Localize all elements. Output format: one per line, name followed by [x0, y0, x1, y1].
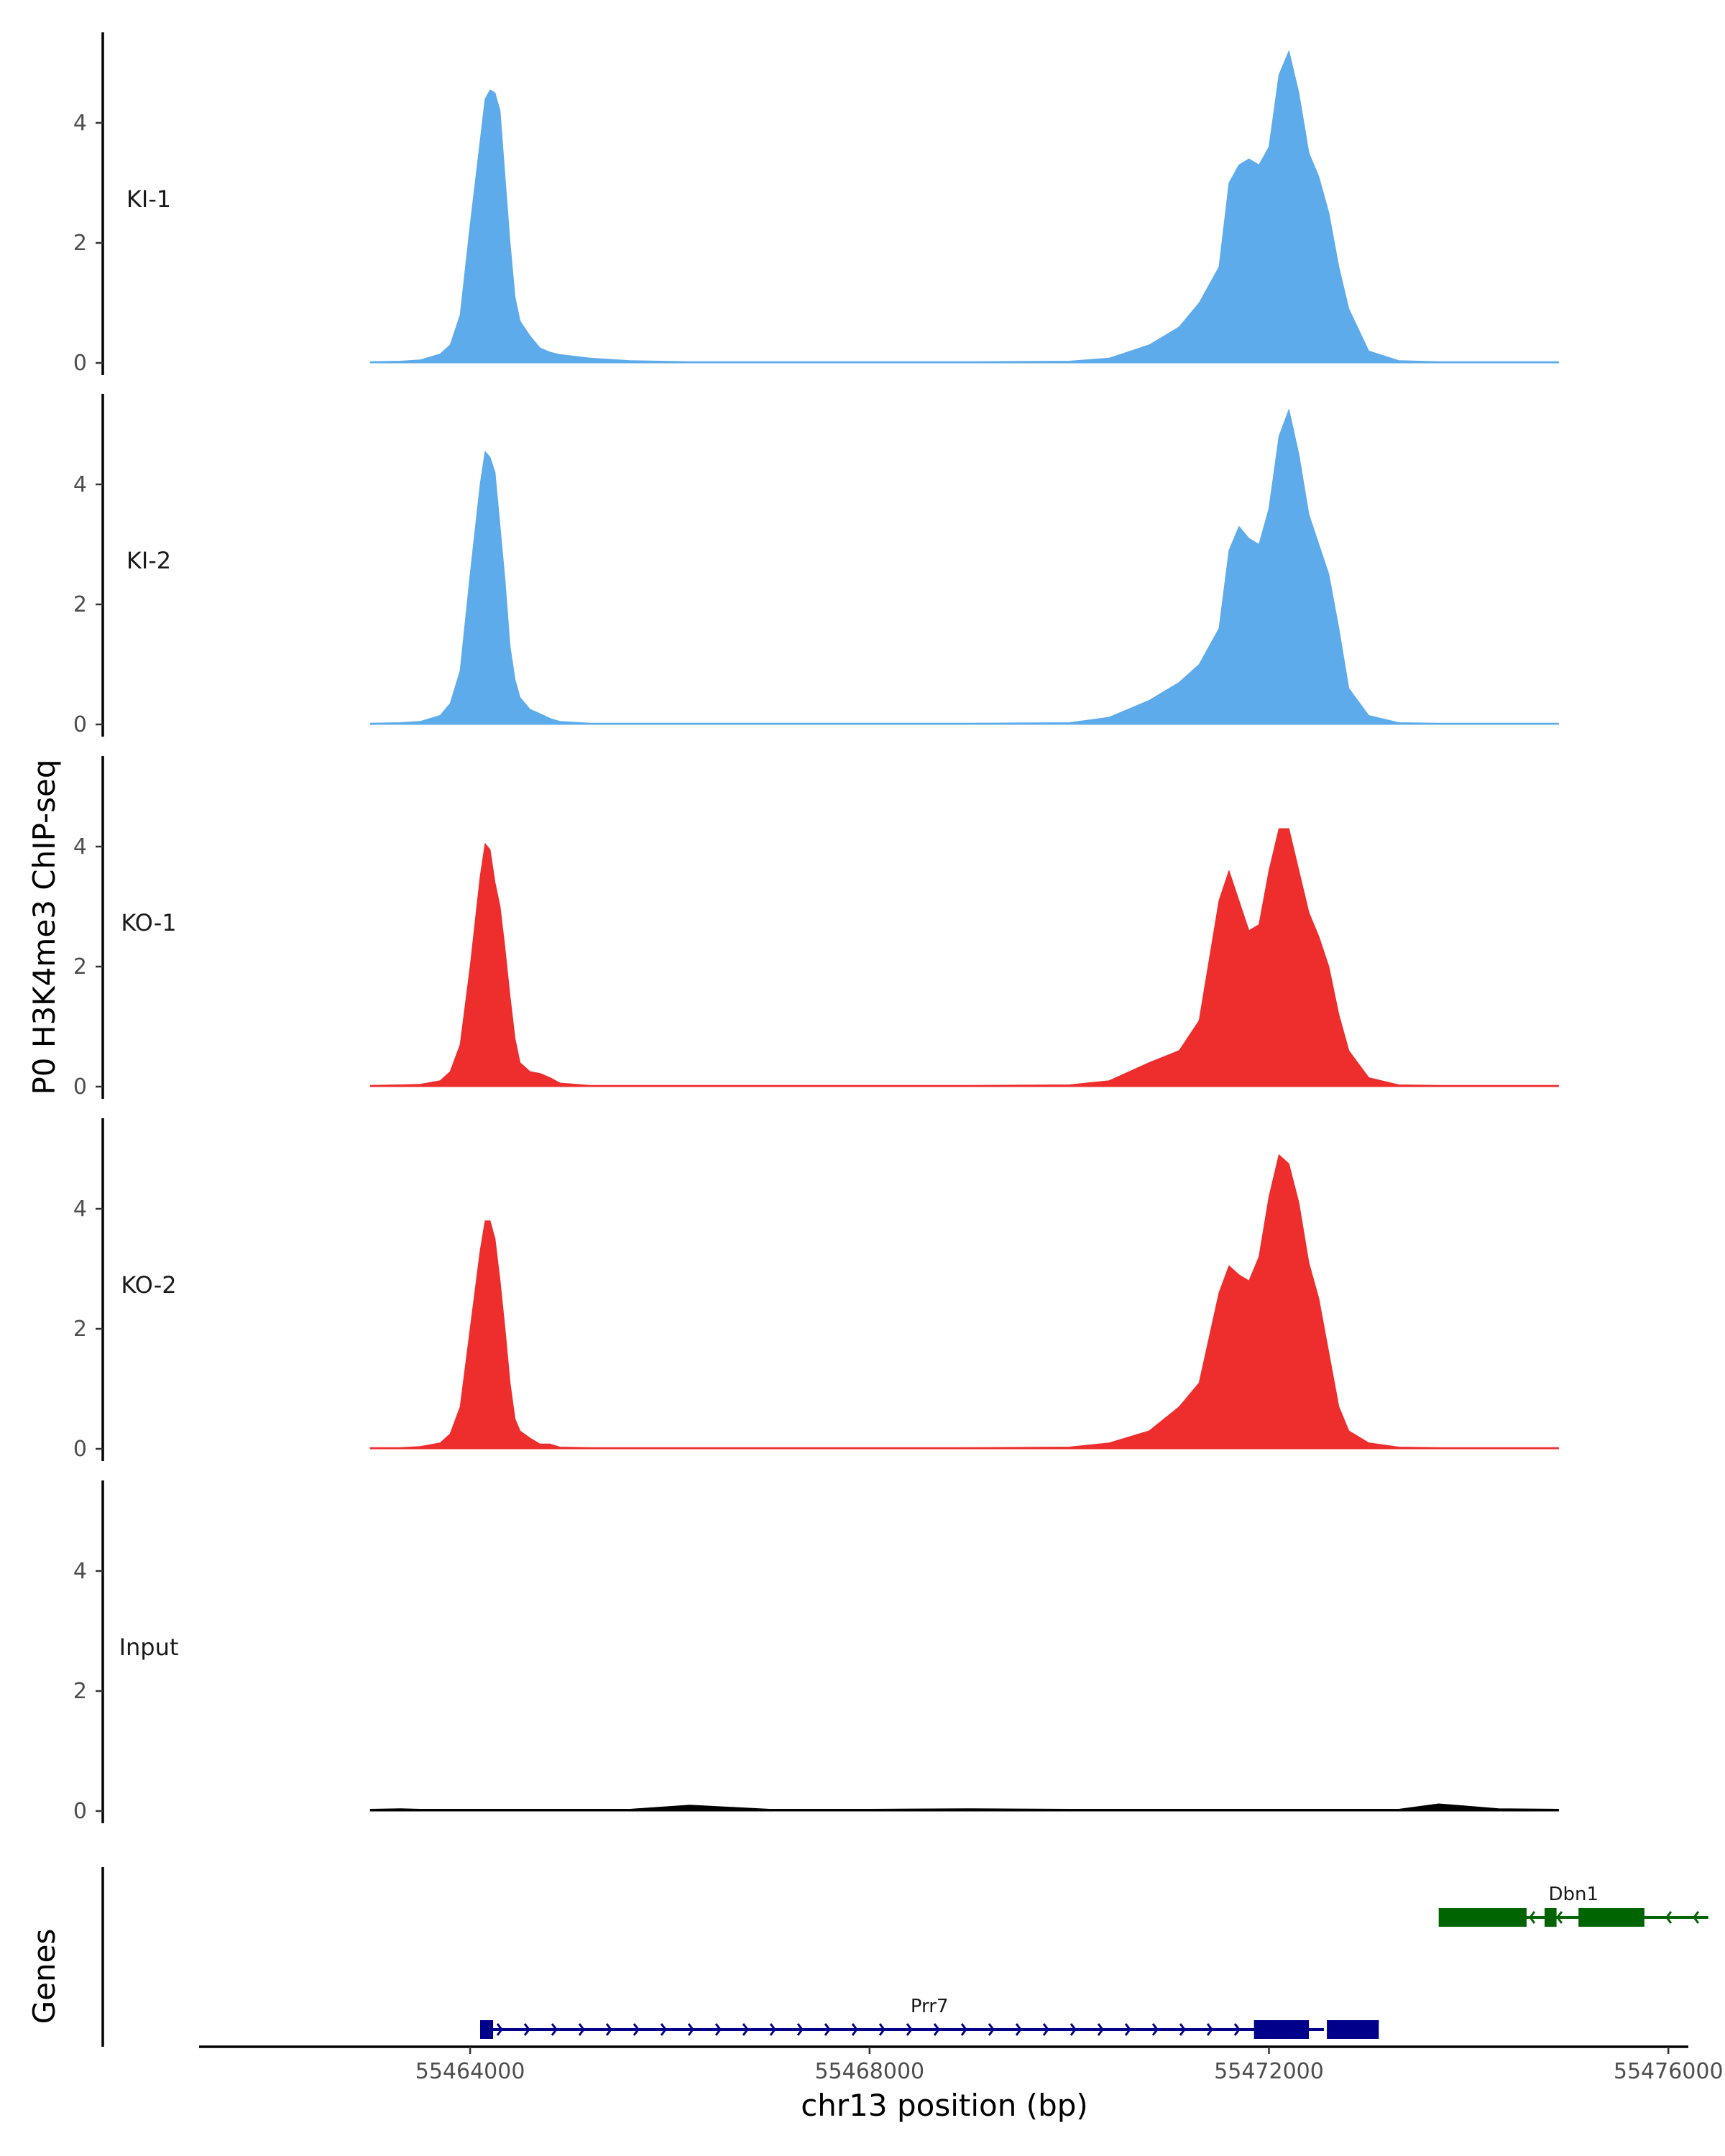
y-tick-label: 2 [73, 592, 87, 617]
strand-chevron [742, 2023, 749, 2036]
track-ko-1: 0 2 4 KO-1 [73, 756, 1559, 1100]
gene-track: Prr7 Dbn1 [101, 1867, 1708, 2047]
strand-chevron [660, 2023, 667, 2036]
coverage-tracks: 0 2 4 KI-1 0 2 4 KI-2 0 2 4 KO-1 0 2 4 KO-2 0 2 4 Input [73, 32, 1559, 1824]
gene-exon [1438, 1908, 1527, 1927]
track-ki-1: 0 2 4 KI-1 [73, 32, 1559, 376]
strand-chevron [1556, 1911, 1563, 1924]
strand-chevron [632, 2023, 640, 2036]
track-ko-2: 0 2 4 KO-2 [73, 1118, 1559, 1462]
coverage-area [369, 1154, 1559, 1450]
x-tick-label: 55476000 [1614, 2059, 1724, 2084]
track-label: Input [119, 1634, 179, 1661]
strand-chevron [1529, 1911, 1536, 1924]
track-label: KO-1 [121, 909, 176, 936]
x-tick-label: 55472000 [1214, 2059, 1324, 2084]
strand-chevron [578, 2023, 585, 2036]
y-tick-label: 0 [73, 1799, 87, 1824]
strand-chevron [796, 2023, 804, 2036]
y-tick-label: 2 [73, 231, 87, 256]
gene-prr7: Prr7 [479, 1996, 1379, 2039]
strand-chevron [1179, 2023, 1186, 2036]
strand-chevron [769, 2023, 776, 2036]
strand-chevron [1151, 2023, 1159, 2036]
gene-track-title: Genes [27, 1929, 62, 2024]
strand-chevron [714, 2023, 722, 2036]
y-tick-label: 0 [73, 351, 87, 376]
strand-chevron [523, 2023, 530, 2036]
y-tick-label: 4 [73, 1197, 87, 1222]
gene-exon [1254, 2020, 1310, 2039]
y-tick-label: 2 [73, 954, 87, 980]
gene-name-label: Dbn1 [1548, 1884, 1598, 1905]
track-label: KI-1 [126, 185, 171, 213]
coverage-area [369, 828, 1559, 1087]
strand-chevron [1233, 2023, 1241, 2036]
gene-exon [479, 2020, 494, 2039]
coverage-area [369, 409, 1559, 725]
y-tick-label: 2 [73, 1317, 87, 1342]
strand-chevron [551, 2023, 558, 2036]
strand-chevron [906, 2023, 913, 2036]
strand-chevron [1693, 1911, 1700, 1924]
track-ki-2: 0 2 4 KI-2 [73, 394, 1559, 737]
x-axis: 55464000 55468000 55472000 55476000 [199, 2045, 1724, 2084]
gene-exon [1544, 1908, 1557, 1927]
strand-chevron [1206, 2023, 1213, 2036]
y-tick-label: 0 [73, 1074, 87, 1100]
strand-chevron [960, 2023, 967, 2036]
y-tick-label: 4 [73, 834, 87, 860]
strand-chevron [1042, 2023, 1049, 2036]
strand-chevron [988, 2023, 995, 2036]
strand-chevron [878, 2023, 886, 2036]
y-axis-title: P0 H3K4me3 ChIP-seq [27, 759, 62, 1095]
track-input: 0 2 4 Input [73, 1480, 1559, 1824]
track-label: KO-2 [121, 1271, 176, 1299]
strand-chevron [933, 2023, 940, 2036]
strand-chevron [496, 2023, 503, 2036]
strand-chevron [605, 2023, 612, 2036]
strand-chevron [1070, 2023, 1077, 2036]
y-tick-label: 0 [73, 712, 87, 737]
y-tick-label: 4 [73, 1559, 87, 1584]
y-tick-label: 4 [73, 111, 87, 136]
coverage-area [369, 1803, 1559, 1812]
gene-exon [1327, 2020, 1379, 2039]
y-tick-label: 4 [73, 472, 87, 497]
gene-exon [1578, 1908, 1644, 1927]
strand-chevron [1015, 2023, 1022, 2036]
x-tick-label: 55468000 [814, 2059, 924, 2084]
strand-chevron [1665, 1911, 1673, 1924]
gene-name-label: Prr7 [911, 1996, 949, 2017]
track-label: KI-2 [126, 547, 171, 574]
coverage-area [369, 50, 1559, 364]
strand-chevron [1097, 2023, 1104, 2036]
y-tick-label: 0 [73, 1437, 87, 1462]
strand-chevron [851, 2023, 858, 2036]
strand-chevron [1124, 2023, 1131, 2036]
gene-dbn1: Dbn1 [1438, 1884, 1708, 1927]
strand-chevron [824, 2023, 831, 2036]
strand-chevron [687, 2023, 694, 2036]
x-tick-label: 55464000 [415, 2059, 525, 2084]
x-axis-title: chr13 position (bp) [801, 2088, 1088, 2123]
y-tick-label: 2 [73, 1679, 87, 1704]
